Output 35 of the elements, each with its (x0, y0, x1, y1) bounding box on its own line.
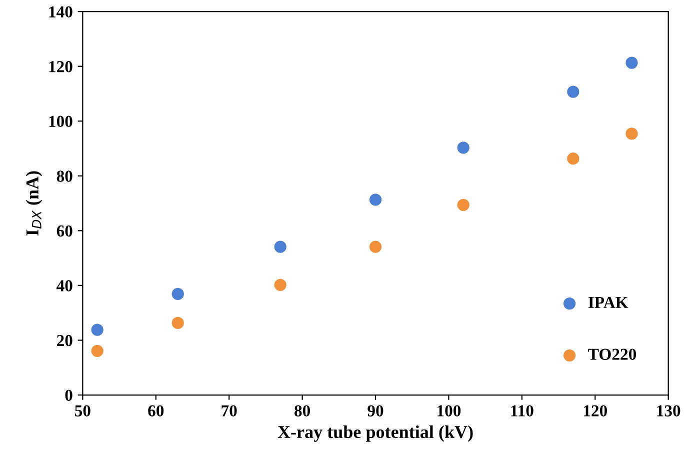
y-tick-label: 120 (49, 61, 72, 72)
point (91, 324, 104, 336)
point (457, 198, 470, 211)
point (626, 128, 638, 140)
legend-label: TO220 (588, 348, 636, 360)
x-tick-label: 50 (75, 405, 90, 416)
point (567, 86, 580, 98)
y-tick-label: 140 (49, 6, 72, 18)
x-tick-label: 120 (584, 405, 607, 416)
y-tick-label: 0 (65, 390, 72, 401)
x-tick-label: 110 (511, 405, 534, 416)
point (457, 142, 470, 154)
legend-label: IPAK (588, 296, 628, 308)
point (567, 152, 580, 165)
y-tick-label: 100 (49, 116, 72, 128)
x-tick-label: 130 (657, 405, 680, 416)
point (172, 288, 184, 300)
x-tick-label: 80 (294, 405, 310, 416)
x-axis-title: X-ray tube potential (kV) (278, 425, 473, 442)
point (172, 316, 184, 330)
x-tick-label: 100 (438, 405, 461, 416)
point (91, 344, 104, 357)
point (274, 240, 286, 253)
y-tick-label: 60 (56, 225, 72, 237)
x-tick-label: 70 (222, 405, 237, 416)
x-tick-label: 90 (368, 405, 384, 416)
x-tick-label: 60 (148, 405, 164, 416)
point (369, 194, 382, 206)
y-axis-title: I$_{DX}$ (nA) (26, 171, 42, 236)
y-tick-label: 80 (56, 170, 72, 182)
y-tick-label: 40 (56, 280, 72, 292)
point (626, 56, 638, 69)
point (274, 278, 286, 291)
point (369, 240, 382, 253)
y-tick-label: 20 (56, 334, 72, 346)
